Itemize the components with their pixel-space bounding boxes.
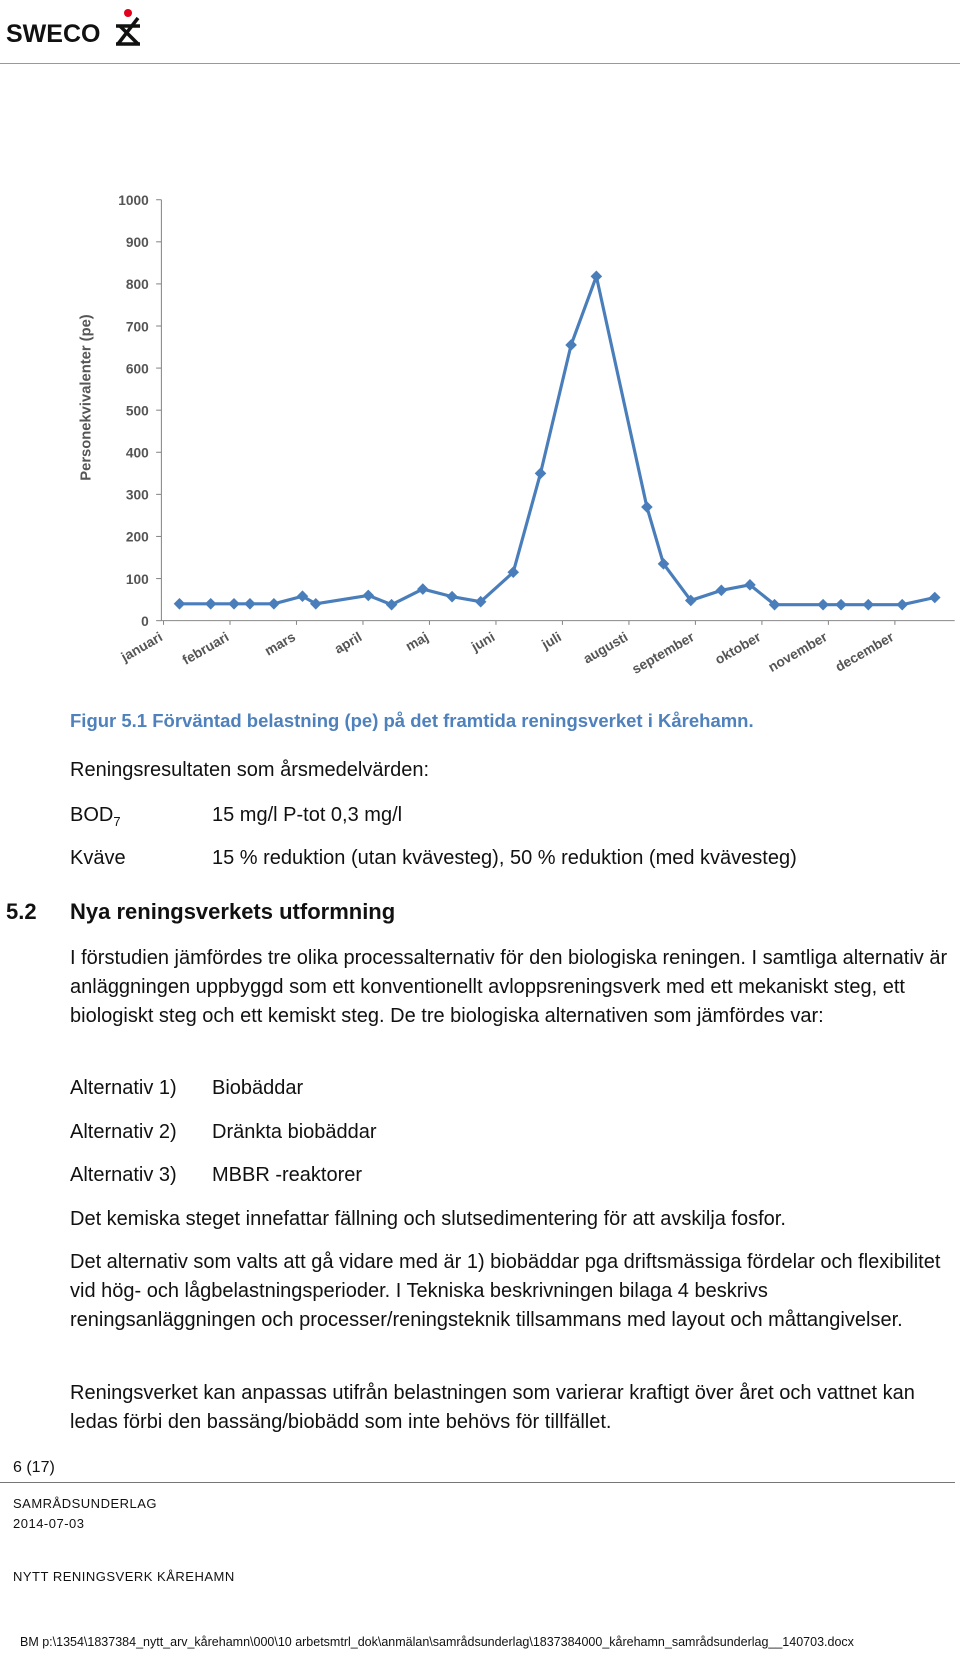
x-tick-label: september (629, 629, 697, 677)
y-tick-label: 400 (126, 446, 149, 461)
paragraph: Det alternativ som valts att gå vidare m… (70, 1251, 941, 1331)
page-number: 6 (17) (13, 1459, 55, 1476)
paragraph: Reningsverket kan anpassas utifrån belas… (70, 1382, 915, 1433)
logo-icon (116, 16, 140, 46)
alt-text: MBBR -reaktorer (212, 1164, 363, 1186)
section-number: 5.2 (6, 899, 37, 924)
data-point (446, 590, 458, 603)
y-tick-label: 600 (126, 361, 149, 376)
data-point (565, 339, 577, 351)
x-tick-label: maj (403, 629, 431, 654)
y-tick-label: 0 (141, 614, 149, 629)
y-tick-label: 200 (126, 530, 149, 545)
y-tick-label: 800 (126, 277, 149, 292)
header-rule (0, 63, 960, 64)
footer-rule (0, 1482, 955, 1483)
n-value: 15 % reduktion (utan kvävesteg), 50 % re… (212, 847, 797, 869)
y-tick-label: 100 (126, 572, 149, 587)
alt-label: Alternativ 2) (70, 1121, 177, 1143)
data-point (590, 270, 603, 283)
data-point (268, 598, 280, 610)
bod-text: BOD (70, 804, 114, 826)
logo-graphic: SWECO (6, 9, 140, 48)
figure-caption: Figur 5.1 Förväntad belastning (pe) på d… (70, 710, 754, 731)
data-point (534, 467, 547, 480)
data-point (417, 583, 429, 595)
x-tick-label: april (332, 629, 365, 656)
data-point (862, 598, 875, 611)
logo-text: SWECO (6, 20, 100, 46)
data-point (715, 584, 728, 597)
y-tick-label: 500 (126, 403, 149, 418)
data-point (641, 501, 653, 513)
data-point (385, 598, 398, 611)
results-intro: Reningsresultaten som årsmedelvärden: (70, 759, 430, 781)
data-point (173, 598, 186, 610)
alt-label: Alternativ 1) (70, 1077, 177, 1099)
y-tick-label: 300 (126, 488, 149, 503)
x-tick-label: januari (118, 629, 165, 665)
x-tick-label: juni (468, 629, 497, 655)
alt-text: Dränkta biobäddar (212, 1121, 377, 1143)
doc-type: SAMRÅDSUNDERLAG (13, 1496, 158, 1511)
data-point (835, 598, 847, 611)
data-line (179, 274, 936, 607)
x-tick-label: oktober (712, 629, 764, 667)
bod-value: 15 mg/l P-tot 0,3 mg/l (212, 804, 403, 826)
alt-text: Biobäddar (212, 1077, 304, 1099)
chart: 0 100 200 300 400 500 600 700 800 900 1000 januari f… (79, 193, 955, 677)
data-point (744, 579, 756, 591)
x-tick-label: februari (180, 629, 232, 668)
paragraph: Det kemiska steget innefattar fällning o… (70, 1208, 786, 1230)
n-label: Kväve (70, 847, 126, 869)
data-point (768, 598, 781, 611)
y-tick-label: 700 (126, 319, 149, 334)
data-point (309, 598, 322, 610)
x-tick-label: mars (262, 629, 298, 659)
file-path: BM p:\1354\1837384_nytt_arv_kårehamn\000… (20, 1635, 854, 1649)
x-tick-label: augusti (581, 629, 631, 666)
data-point (928, 591, 941, 604)
data-point (474, 595, 487, 608)
section-title: Nya reningsverkets utformning (70, 899, 396, 924)
y-axis-title: Personekvivalenter (pe) (79, 314, 95, 481)
data-point (228, 598, 240, 610)
data-point (657, 558, 670, 570)
bod-subscript: 7 (113, 814, 121, 829)
data-point (362, 589, 375, 602)
bod-label: BOD7 (70, 801, 121, 836)
logo: SWECO (4, 4, 154, 51)
data-point (896, 598, 909, 611)
project-name: NYTT RENINGSVERK KÅREHAMN (13, 1569, 235, 1584)
data-point (817, 598, 829, 611)
x-tick-label: november (766, 629, 831, 675)
paragraph: I förstudien jämfördes tre olika process… (70, 947, 948, 1027)
x-tick-label: december (833, 629, 897, 675)
y-tick-label: 1000 (118, 193, 149, 208)
doc-date: 2014-07-03 (13, 1516, 85, 1531)
logo-dot (124, 9, 132, 17)
data-point (204, 598, 217, 610)
x-tick-label: juli (538, 629, 564, 652)
y-tick-label: 900 (126, 235, 149, 250)
data-point (684, 594, 697, 607)
data-point (507, 566, 520, 579)
data-point (244, 598, 256, 610)
alt-label: Alternativ 3) (70, 1164, 177, 1186)
